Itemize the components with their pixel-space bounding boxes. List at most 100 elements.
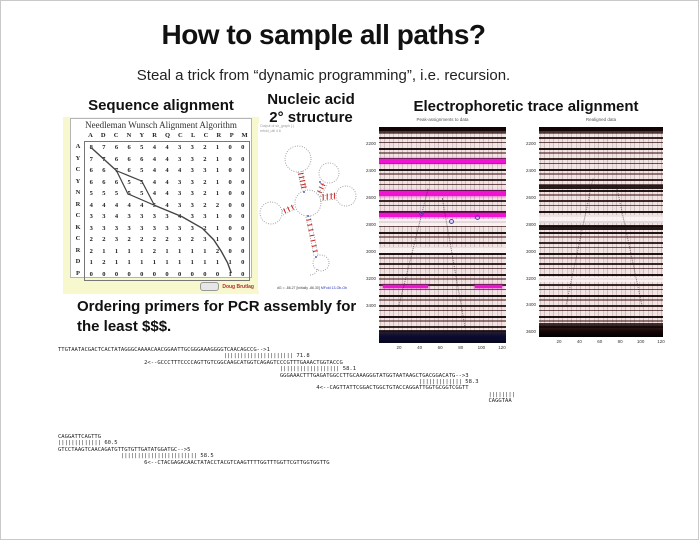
nw-matrix-cell: 6	[127, 155, 131, 163]
rna-structure-panel: Output of sir_graph (.) mfold_util 4.6	[258, 123, 366, 291]
nw-matrix-cell: 1	[215, 259, 220, 266]
nw-matrix-cell: 0	[228, 213, 232, 220]
diagonal-trace	[616, 188, 643, 306]
nw-matrix-cell: 1	[140, 247, 144, 255]
nw-row-label: P	[76, 269, 80, 277]
nw-matrix-cell: 5	[127, 178, 131, 186]
nw-matrix-cell: 3	[190, 190, 194, 197]
nw-matrix-cell: 1	[177, 259, 182, 266]
nw-matrix-cell: 4	[152, 190, 156, 197]
ordering-line2: the least $$$.	[77, 318, 172, 335]
nw-matrix-cell: 1	[152, 259, 156, 266]
y-axis-tick-label: 2200	[525, 141, 536, 146]
nw-matrix-cell: 2	[140, 236, 144, 243]
nw-matrix-cell: 1	[228, 259, 232, 266]
magenta-band	[379, 159, 506, 163]
diagonal-trace	[565, 178, 594, 306]
nw-matrix-cell: 4	[165, 144, 169, 151]
y-axis-tick-label: 3600	[525, 329, 536, 335]
nw-matrix-cell: 3	[177, 201, 182, 209]
rna-structure-diagram	[259, 145, 357, 276]
nw-matrix-cell: 5	[152, 201, 156, 209]
nw-matrix-cell: 6	[140, 155, 144, 163]
nw-matrix-cell: 1	[215, 178, 220, 186]
nw-matrix-cell: 5	[140, 167, 144, 174]
magenta-band	[475, 285, 502, 288]
heading-nucleic-acid-line2: 2° structure	[269, 109, 353, 126]
y-axis-tick-label: 2800	[525, 221, 536, 227]
nw-matrix-cell: 6	[89, 167, 93, 174]
nw-matrix-cell: 0	[241, 213, 245, 220]
nw-matrix-cell: 1	[203, 259, 207, 266]
nw-matrix-cell: 0	[228, 201, 232, 209]
nw-matrix-cell: 2	[102, 236, 106, 243]
nw-row-label: A	[75, 143, 81, 150]
nw-col-header: M	[241, 132, 248, 139]
x-axis-tick-label: 60	[437, 345, 443, 350]
nw-col-header: N	[126, 132, 132, 139]
nw-matrix-cell: 6	[114, 178, 119, 186]
stanford-logo-icon	[200, 282, 220, 291]
nw-row-label: C	[75, 235, 81, 242]
nw-matrix-cell: 3	[203, 213, 207, 220]
nw-matrix-cell: 4	[140, 201, 144, 209]
x-axis-tick-label: 40	[576, 339, 582, 344]
nw-matrix-cell: 2	[203, 144, 207, 151]
nw-matrix-cell: 6	[102, 178, 106, 186]
nw-matrix-cell: 1	[203, 247, 207, 255]
nw-matrix-cell: 3	[190, 167, 194, 174]
heading-nucleic-acid: Nucleic acid 2° structure	[251, 91, 371, 127]
y-axis-tick-label: 2400	[525, 167, 536, 173]
nw-matrix-cell: 1	[215, 144, 220, 151]
nw-matrix-cell: 3	[140, 224, 144, 232]
y-axis-tick-label: 2400	[365, 168, 376, 173]
nw-matrix-cell: 1	[177, 247, 182, 255]
nw-matrix-cell: 0	[241, 270, 245, 278]
dark-band	[539, 225, 663, 230]
nw-matrix-cell: 3	[177, 155, 182, 163]
nw-matrix-cell: 4	[177, 167, 182, 174]
nw-matrix-cell: 0	[241, 178, 245, 186]
nw-matrix-cell: 0	[140, 270, 144, 278]
dark-band	[539, 185, 663, 189]
y-axis-tick-label: 2800	[365, 222, 376, 227]
nw-credit-text: Doug Brutlag	[222, 283, 254, 290]
nw-matrix-cell: 3	[177, 224, 182, 232]
nw-matrix-cell: 1	[215, 213, 220, 220]
nw-matrix-cell: 1	[114, 247, 119, 255]
nw-matrix-cell: 1	[190, 247, 194, 255]
nw-matrix-cell: 1	[114, 259, 119, 266]
nw-row-label: K	[75, 223, 81, 231]
nw-matrix-cell: 0	[228, 247, 232, 255]
nw-col-header: D	[100, 132, 106, 139]
y-axis-tick-label: 3200	[365, 276, 376, 281]
nw-matrix-cell: 5	[140, 178, 144, 186]
nw-matrix-cell: 4	[152, 178, 156, 186]
nw-matrix-cell: 0	[241, 190, 245, 197]
nw-matrix-cell: 4	[165, 201, 169, 209]
nw-matrix-cell: 4	[152, 155, 156, 163]
rna-legend-left: dG = -86.27 [initially -86.30]	[276, 286, 320, 290]
nw-matrix-cell: 6	[127, 167, 131, 174]
x-axis-tick-label: 100	[477, 345, 486, 350]
nw-matrix-cell: 1	[127, 259, 131, 266]
magenta-band	[379, 213, 506, 217]
nw-matrix-cell: 3	[152, 224, 156, 232]
nw-matrix-cell: 0	[215, 270, 220, 278]
nw-matrix-cell: 7	[89, 155, 93, 163]
nw-matrix-cell: 0	[228, 167, 232, 174]
y-axis-tick-label: 2600	[525, 194, 536, 200]
nw-matrix-cell: 1	[165, 247, 169, 255]
nw-matrix-cell: 1	[215, 167, 220, 174]
nw-matrix-cell: 6	[102, 167, 106, 174]
nw-matrix-cell: 5	[114, 190, 119, 197]
nw-col-header: C	[177, 132, 183, 139]
nw-matrix-cell: 4	[114, 201, 119, 209]
blue-marker	[449, 219, 454, 224]
heading-nucleic-acid-line1: Nucleic acid	[267, 91, 355, 108]
nw-matrix-cell: 3	[190, 201, 194, 209]
nw-matrix-cell: 1	[215, 190, 220, 197]
slide-subtitle: Steal a trick from “dynamic programming”…	[136, 67, 511, 84]
nw-matrix-cell: 0	[152, 270, 156, 278]
